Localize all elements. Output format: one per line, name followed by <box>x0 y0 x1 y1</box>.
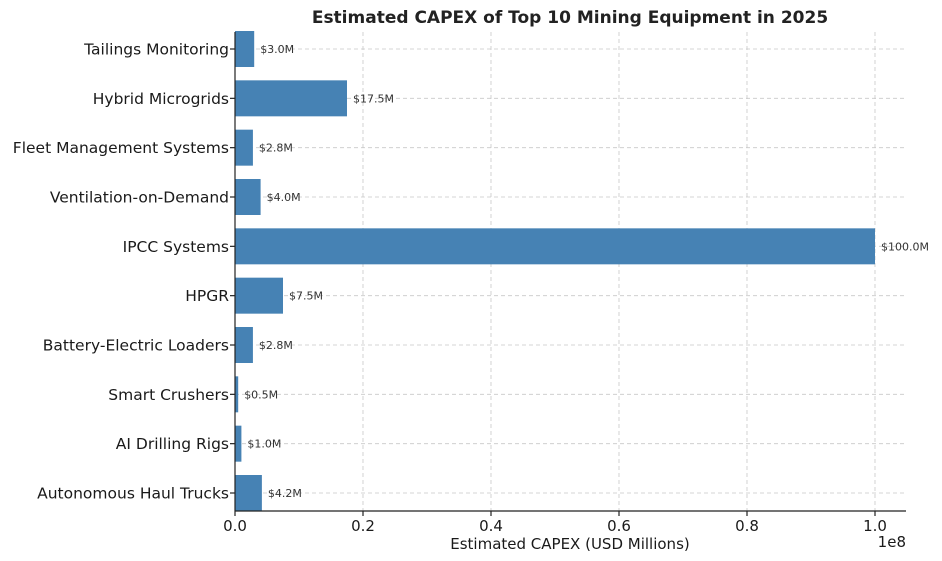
category-label: IPCC Systems <box>123 238 229 256</box>
bar <box>235 228 875 265</box>
data-label: $4.0M <box>267 191 301 204</box>
category-label: Battery-Electric Loaders <box>43 337 229 355</box>
category-label: Autonomous Haul Trucks <box>37 485 229 503</box>
x-tick-layer: 0.0 0.2 0.4 0.6 0.8 1.0 <box>223 511 887 535</box>
bar <box>235 277 283 314</box>
data-label: $7.5M <box>289 290 323 303</box>
x-tick-label: 0.2 <box>351 517 375 535</box>
bar <box>235 425 242 462</box>
bar <box>235 376 239 413</box>
x-axis-title: Estimated CAPEX (USD Millions) <box>450 535 689 553</box>
bar <box>235 179 261 215</box>
category-label: HPGR <box>185 287 229 305</box>
data-label: $3.0M <box>260 43 294 56</box>
data-label: $4.2M <box>268 487 302 500</box>
data-label: $2.8M <box>259 142 293 155</box>
x-scale-label: 1e8 <box>878 533 906 551</box>
category-label: Smart Crushers <box>108 386 229 404</box>
bar <box>235 80 347 117</box>
bar <box>235 129 253 166</box>
category-label: Tailings Monitoring <box>83 41 229 59</box>
x-tick-label: 0.0 <box>223 517 247 535</box>
bar <box>235 31 255 67</box>
category-label: AI Drilling Rigs <box>116 435 229 453</box>
bar <box>235 327 253 363</box>
category-label: Hybrid Microgrids <box>93 90 229 108</box>
category-labels-layer: Autonomous Haul Trucks AI Drilling Rigs Sm… <box>13 41 235 503</box>
data-label: $0.5M <box>244 388 278 401</box>
data-labels-layer: $4.2M $1.0M $0.5M $2.8M $7.5M $100.0M $4.0M $2.… <box>244 43 929 500</box>
bar <box>235 475 262 511</box>
bars-layer <box>235 31 875 511</box>
data-label: $17.5M <box>353 92 394 105</box>
category-label: Fleet Management Systems <box>13 139 229 157</box>
data-label: $1.0M <box>247 438 281 451</box>
data-label: $100.0M <box>881 240 929 253</box>
x-tick-label: 1.0 <box>863 517 887 535</box>
category-label: Ventilation-on-Demand <box>50 189 229 207</box>
chart-title: Estimated CAPEX of Top 10 Mining Equipme… <box>312 8 828 28</box>
data-label: $2.8M <box>259 339 293 352</box>
x-tick-label: 0.6 <box>607 517 631 535</box>
x-tick-label: 0.4 <box>479 517 503 535</box>
x-tick-label: 0.8 <box>735 517 759 535</box>
